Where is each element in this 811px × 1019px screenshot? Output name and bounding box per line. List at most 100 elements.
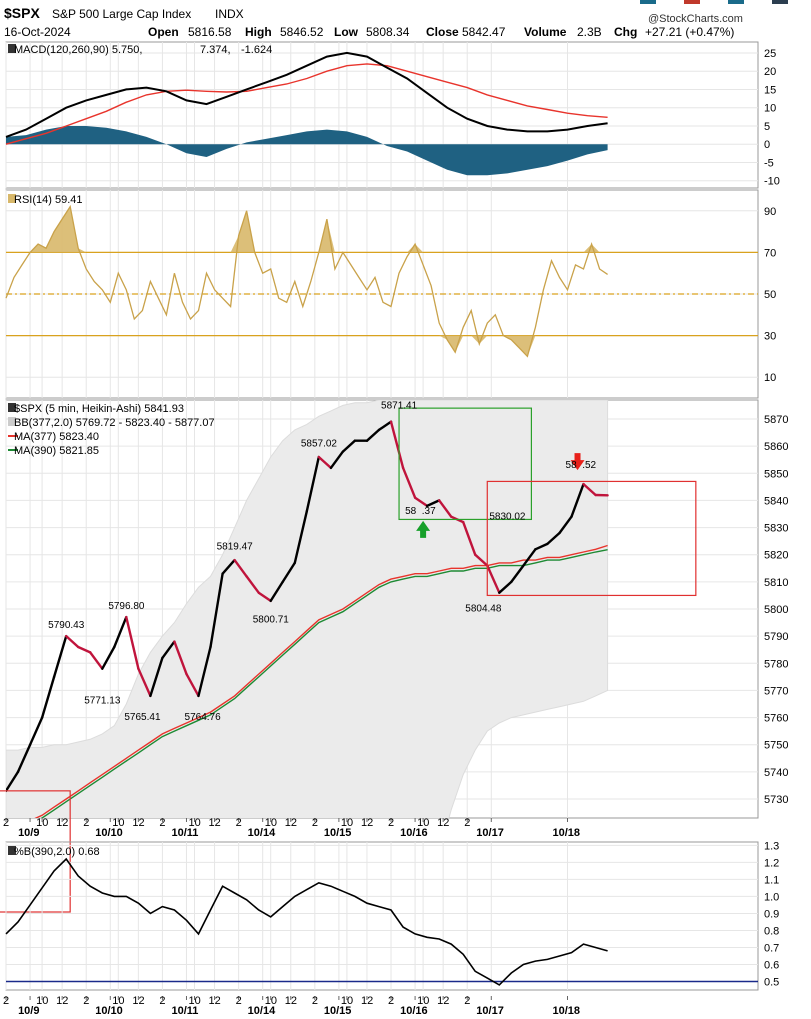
- highlight-box-red: [486, 480, 697, 597]
- bollinger-band: [6, 400, 609, 818]
- price-annotation: 5857.02: [301, 438, 338, 449]
- x-tick-label: 10: [265, 995, 277, 1007]
- brand-label: @StockCharts.com: [648, 13, 743, 25]
- price-segment: [474, 553, 489, 567]
- x-tick-label: 12: [56, 995, 68, 1007]
- ma377-line: [34, 544, 608, 818]
- macd-legend-entry: 7.374,: [200, 44, 231, 56]
- x-tick-label: 10/15: [324, 827, 352, 839]
- x-tick-label: 10: [417, 817, 429, 829]
- percentb-frame: [5, 841, 759, 991]
- x-tick-label: 2: [312, 817, 318, 829]
- price-ytick: 5780: [764, 658, 788, 670]
- price-ytick: 5790: [764, 631, 788, 643]
- x-tick-label: 12: [437, 995, 449, 1007]
- price-segment: [257, 591, 272, 603]
- macd-legend-entry: MACD(120,260,90) 5.750,: [14, 44, 142, 56]
- exchange-label: INDX: [215, 7, 244, 21]
- price-segment: [161, 640, 176, 660]
- buy-arrow-icon: [416, 520, 431, 538]
- x-tick-label: 10: [341, 995, 353, 1007]
- percentb-line: [5, 857, 608, 986]
- index-name: S&P 500 Large Cap Index: [52, 7, 191, 21]
- x-tick-label: 2: [388, 995, 394, 1007]
- macd-ytick: -10: [764, 176, 780, 188]
- x-tick-label: 2: [464, 817, 470, 829]
- macd-signal-line: [5, 63, 608, 145]
- price-segment: [329, 450, 345, 470]
- macd-ytick: 10: [764, 103, 776, 115]
- macd-histogram: [6, 126, 608, 176]
- x-tick-label: 10/15: [324, 1005, 352, 1017]
- price-segment: [185, 672, 200, 698]
- macd-ytick: 20: [764, 66, 776, 78]
- x-tick-label: 10/11: [171, 1005, 198, 1017]
- price-segment: [401, 466, 417, 499]
- x-tick-label: 10/10: [95, 1005, 123, 1017]
- x-tick-label: 10/17: [476, 1005, 504, 1017]
- price-segment: [413, 496, 429, 508]
- x-tick-label: 12: [437, 817, 449, 829]
- price-annotation: 5830.02: [489, 512, 526, 523]
- price-annotation: 5796.80: [108, 601, 145, 612]
- price-segment: [269, 580, 284, 603]
- percentb-legend-entry: %B(390,2.0) 0.68: [14, 846, 100, 858]
- price-segment: [149, 656, 164, 698]
- x-tick-label: 10: [112, 995, 124, 1007]
- x-tick-label: 10: [189, 817, 201, 829]
- rsi-ytick: 70: [764, 247, 776, 259]
- price-segment: [293, 510, 308, 565]
- x-tick-label: 12: [56, 817, 68, 829]
- price-legend-marker: [8, 403, 16, 412]
- price-segment: [389, 420, 405, 470]
- bb-legend-marker: [8, 417, 16, 426]
- price-segment: [558, 515, 573, 535]
- price-segment: [498, 580, 513, 594]
- x-tick-label: 12: [285, 995, 297, 1007]
- price-segment: [233, 558, 248, 578]
- x-tick-label: 12: [132, 817, 144, 829]
- x-tick-label: 10: [417, 995, 429, 1007]
- price-annotation: 5871.41: [381, 400, 418, 411]
- x-tick-label: 10: [36, 995, 48, 1007]
- price-segment: [281, 561, 296, 584]
- rsi-ytick: 30: [764, 331, 776, 343]
- price-segment: [305, 455, 320, 513]
- price-annotation: 5804.48: [465, 603, 502, 614]
- macd-ytick: 25: [764, 48, 776, 60]
- x-tick-label: 10: [112, 817, 124, 829]
- price-ytick: 5740: [764, 767, 788, 779]
- price-segment: [113, 615, 128, 649]
- x-tick-label: 10/18: [552, 827, 580, 839]
- price-annotation: 5765.41: [124, 712, 161, 723]
- x-tick-label: 12: [361, 817, 373, 829]
- price-segment: [486, 564, 501, 594]
- price-ytick: 5830: [764, 523, 788, 535]
- price-segment: [76, 645, 92, 654]
- rsi-legend-entry: RSI(14) 59.41: [14, 194, 82, 206]
- x-tick-label: 2: [236, 817, 242, 829]
- x-tick-label: 2: [83, 817, 89, 829]
- chg-value: +27.21 (+0.47%): [645, 25, 734, 39]
- percentb-ytick: 0.9: [764, 908, 779, 920]
- price-ytick: 5870: [764, 414, 788, 426]
- open-value: 5816.58: [188, 25, 232, 39]
- x-tick-label: 10/14: [248, 1005, 276, 1017]
- percentb-ytick: 1.2: [764, 857, 779, 869]
- chg-label: Chg: [614, 25, 637, 39]
- brand-swatch: [772, 0, 788, 4]
- sell-arrow-icon: [570, 453, 585, 471]
- price-segment: [510, 564, 525, 584]
- close-label: Close: [426, 25, 459, 39]
- price-ytick: 5730: [764, 794, 788, 806]
- x-tick-label: 12: [209, 995, 221, 1007]
- macd-line: [5, 51, 608, 138]
- high-label: High: [245, 25, 272, 39]
- low-value: 5808.34: [366, 25, 410, 39]
- brand-swatch: [728, 0, 744, 4]
- price-ytick: 5850: [764, 468, 788, 480]
- x-tick-label: 2: [464, 995, 470, 1007]
- percentb-ytick: 0.6: [764, 959, 779, 971]
- x-tick-label: 2: [236, 995, 242, 1007]
